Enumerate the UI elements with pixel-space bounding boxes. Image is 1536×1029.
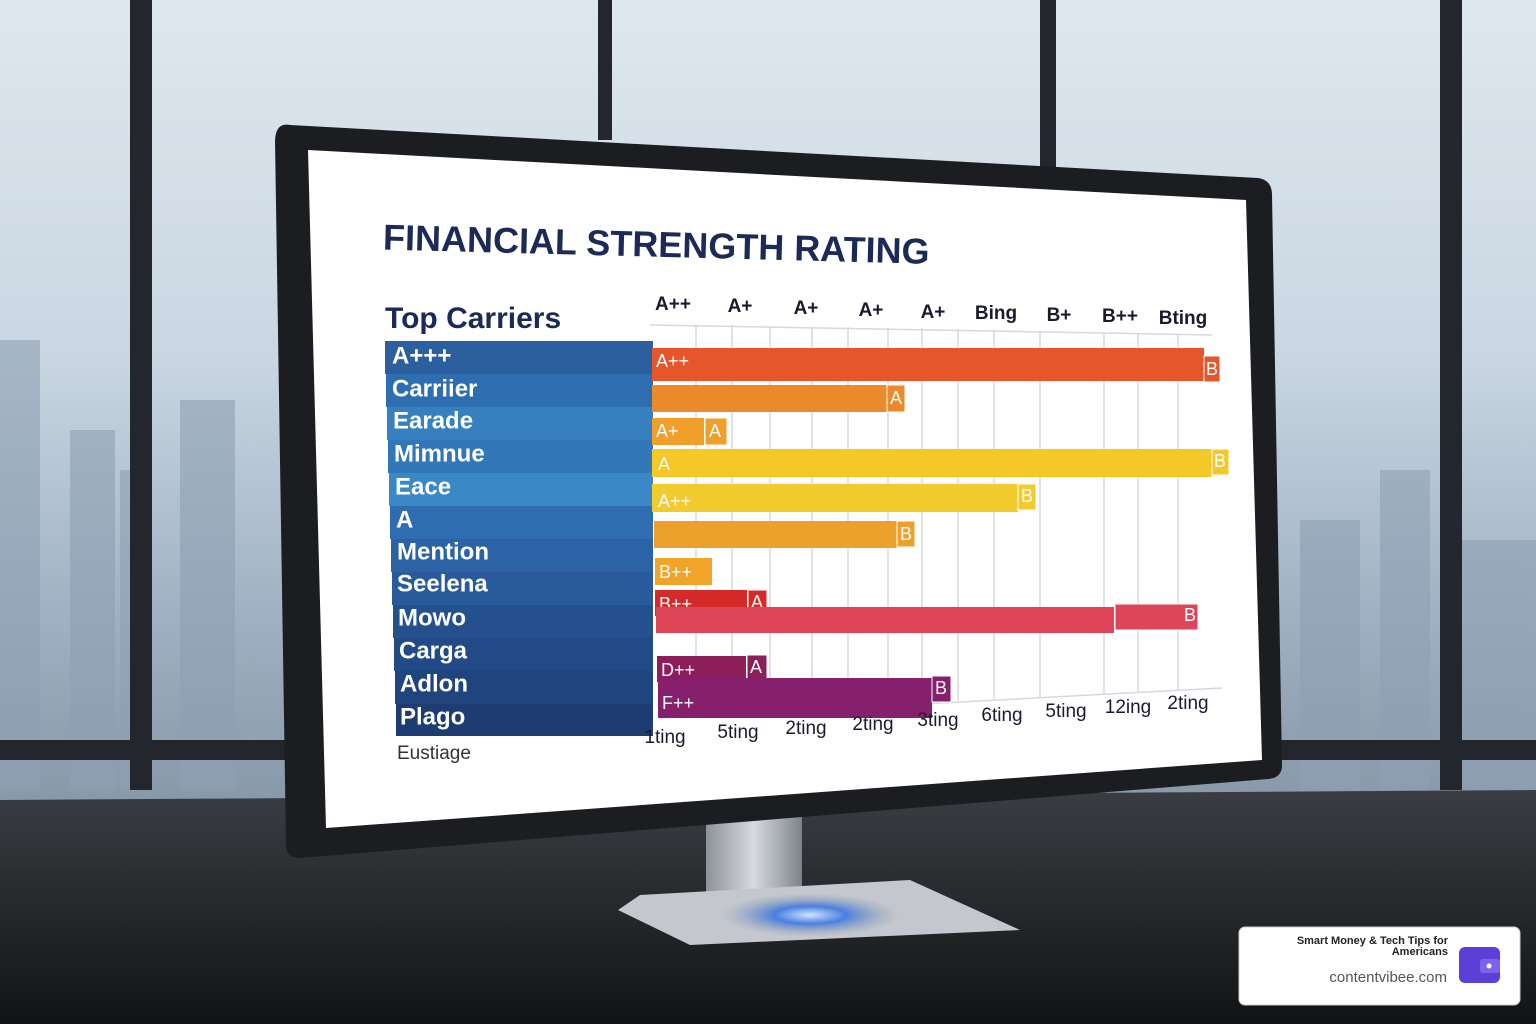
- row-label: Mention: [397, 538, 489, 565]
- bottom-labels: 1ting 5ting 2ting 2ting 3ting 6ting 5tin…: [644, 693, 1208, 748]
- bar: [658, 678, 932, 718]
- bar-cap: [1211, 448, 1230, 476]
- bar: [652, 385, 887, 412]
- bar: [652, 418, 704, 445]
- badge-tagline: Smart Money & Tech Tips for Americans: [1296, 936, 1448, 958]
- bottom-label: 3ting: [917, 710, 958, 731]
- bar-cap: [886, 384, 906, 413]
- grid: [649, 324, 1223, 719]
- row-label: Carriier: [392, 375, 477, 402]
- bar-cap: [931, 675, 952, 703]
- badge-tagline-box: Smart Money & Tech Tips for Americans: [1296, 936, 1448, 958]
- stand: [706, 810, 802, 900]
- bar-label: B: [900, 524, 912, 544]
- bar-label: A: [709, 421, 721, 441]
- bar-label: A+: [656, 421, 679, 441]
- row-block: [385, 341, 653, 736]
- top-label: Bing: [975, 303, 1017, 324]
- wallet-icon: [1459, 947, 1500, 983]
- badge-site: contentvibee.com: [1329, 969, 1447, 986]
- row-label: Mowo: [398, 604, 466, 631]
- top-label: B++: [1102, 306, 1138, 327]
- row-label: Carga: [399, 637, 468, 664]
- subtitle: Top Carriers: [385, 302, 561, 335]
- top-label: A+: [794, 298, 819, 319]
- top-label: Bting: [1159, 308, 1208, 329]
- bar: [654, 521, 897, 548]
- row-labels: A+++ Carriier Earade Mimnue Eace A Menti…: [392, 342, 489, 730]
- bar-label: B: [935, 678, 947, 698]
- wallet-dot: [1486, 963, 1492, 969]
- bottom-label: 2ting: [852, 714, 893, 735]
- bar: [656, 607, 1114, 633]
- bar-label: F++: [662, 693, 694, 713]
- row-label: A+++: [392, 342, 451, 369]
- bar-label: A++: [656, 351, 689, 371]
- bar-label: A: [890, 388, 902, 408]
- badge: [1238, 926, 1521, 1006]
- bar-cap: [1114, 603, 1199, 631]
- bar-label: B: [1021, 486, 1033, 506]
- top-label: A+: [859, 300, 884, 321]
- row-label: Eace: [395, 473, 451, 500]
- bottom-label: 6ting: [981, 705, 1022, 726]
- row-label: Adlon: [400, 670, 468, 697]
- bottom-label: 5ting: [1045, 701, 1086, 722]
- top-label: A++: [655, 294, 691, 315]
- bar: [652, 348, 1204, 381]
- bar: [657, 656, 746, 682]
- row-label: Plago: [400, 703, 465, 730]
- row-label: Earade: [393, 407, 473, 434]
- bar-label: A: [750, 657, 762, 677]
- bar-label: A: [658, 454, 670, 474]
- bar-cap: [704, 417, 728, 446]
- top-label: A+: [921, 302, 946, 323]
- top-label: A+: [728, 296, 753, 317]
- bar-cap: [1203, 355, 1221, 383]
- bar-label: B++: [659, 562, 692, 582]
- bottom-label: 2ting: [1167, 693, 1208, 714]
- row-label: Mimnue: [394, 440, 485, 467]
- bottom-label: 2ting: [785, 718, 826, 739]
- bar-label: B: [1184, 605, 1196, 625]
- bar-label: A++: [658, 491, 691, 511]
- bar: [652, 484, 1018, 512]
- bottom-label: 1ting: [644, 727, 685, 748]
- top-labels: A++ A+ A+ A+ A+ Bing B+ B++ Bting: [655, 294, 1207, 329]
- bar-cap: [896, 520, 916, 548]
- bar-label: D++: [661, 660, 695, 680]
- bottom-label: 12ing: [1105, 697, 1152, 718]
- bar-cap: [1017, 483, 1037, 511]
- top-label: B+: [1047, 305, 1072, 326]
- bar: [655, 558, 712, 585]
- bars: A++ B A A+ A A B A++ B B B++ B++ A B D++…: [652, 348, 1230, 718]
- bottom-label: 5ting: [717, 722, 758, 743]
- row-label: Seelena: [397, 570, 488, 597]
- glow: [720, 893, 900, 937]
- bar: [652, 449, 1212, 477]
- bar-label: B: [1206, 359, 1218, 379]
- footnote: Eustiage: [397, 743, 471, 764]
- row-label: A: [396, 506, 413, 533]
- bar-label: A: [751, 592, 763, 612]
- bar-label: B: [1214, 451, 1226, 471]
